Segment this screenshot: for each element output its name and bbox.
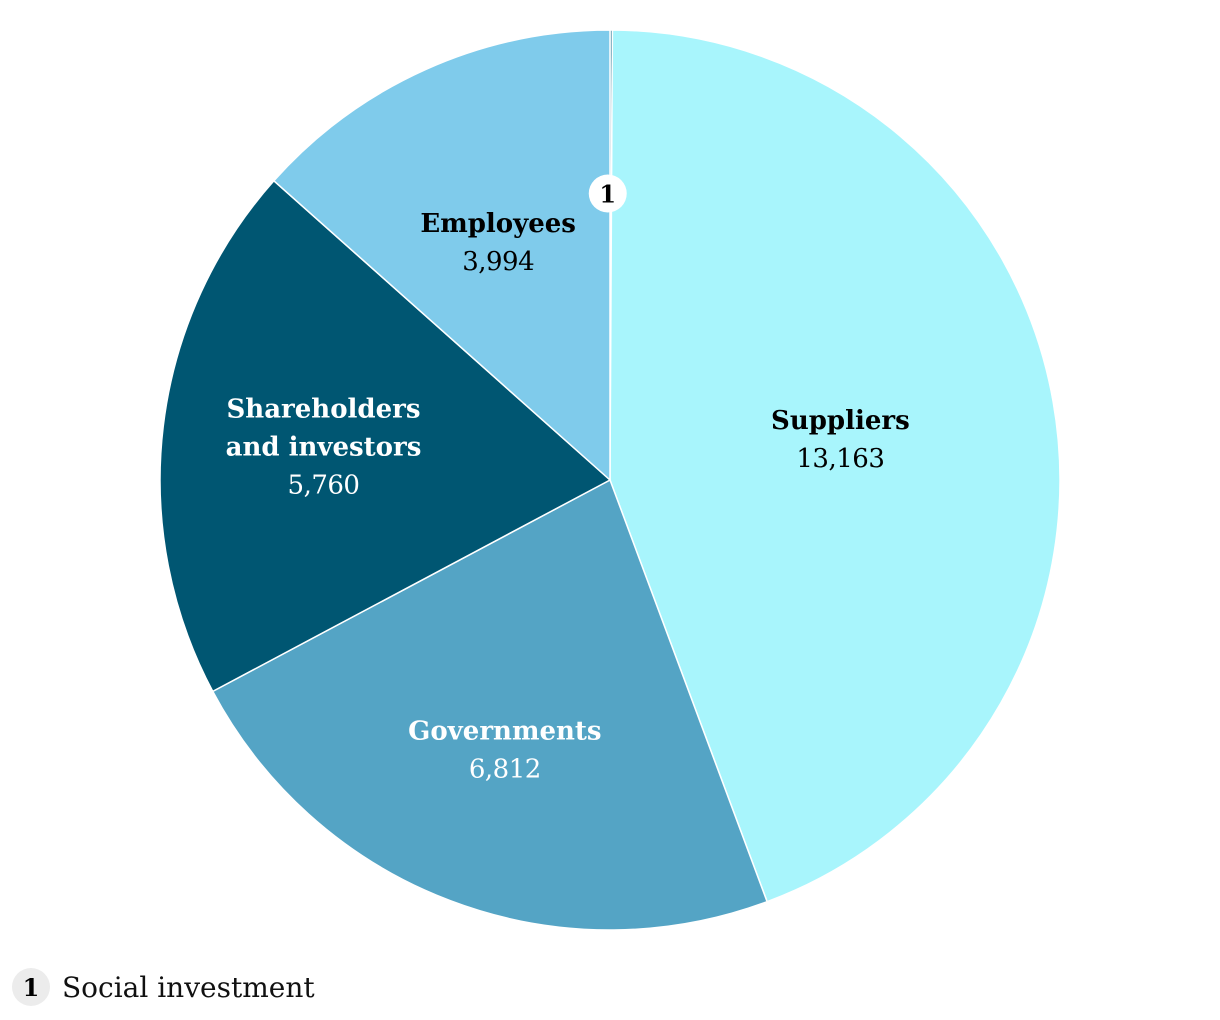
slice-suppliers xyxy=(609,29,1061,903)
marker-badge-social-investment xyxy=(588,174,627,213)
slice-value-shareholders-and-investors: 5,760 xyxy=(288,470,360,500)
slice-value-employees: 3,994 xyxy=(462,247,534,277)
slice-governments xyxy=(211,478,769,931)
slice-label-shareholders-and-investors-line-1: Shareholders xyxy=(227,394,421,424)
slice-shareholders-and-investors xyxy=(159,179,612,693)
slice-label-employees: Employees xyxy=(420,209,576,239)
pie-chart: 1 Suppliers 13,163 Governments 6,812 Sharehol… xyxy=(159,29,1061,931)
slice-label-shareholders-and-investors-line-2: and investors xyxy=(226,432,422,462)
footnote-marker: 1 xyxy=(12,968,50,1006)
slice-label-governments: Governments xyxy=(408,716,601,746)
slice-employees xyxy=(272,29,611,482)
footnote: 1 Social investment xyxy=(12,968,315,1006)
slice-value-governments: 6,812 xyxy=(469,754,541,784)
pie-labels: 1 Suppliers 13,163 Governments 6,812 Sharehol… xyxy=(226,174,910,784)
slice-label-suppliers: Suppliers xyxy=(771,406,910,436)
slice-value-suppliers: 13,163 xyxy=(796,444,884,474)
pie-slices xyxy=(159,29,1061,931)
footnote-text: Social investment xyxy=(62,970,315,1004)
marker-label-social-investment: 1 xyxy=(599,180,616,209)
